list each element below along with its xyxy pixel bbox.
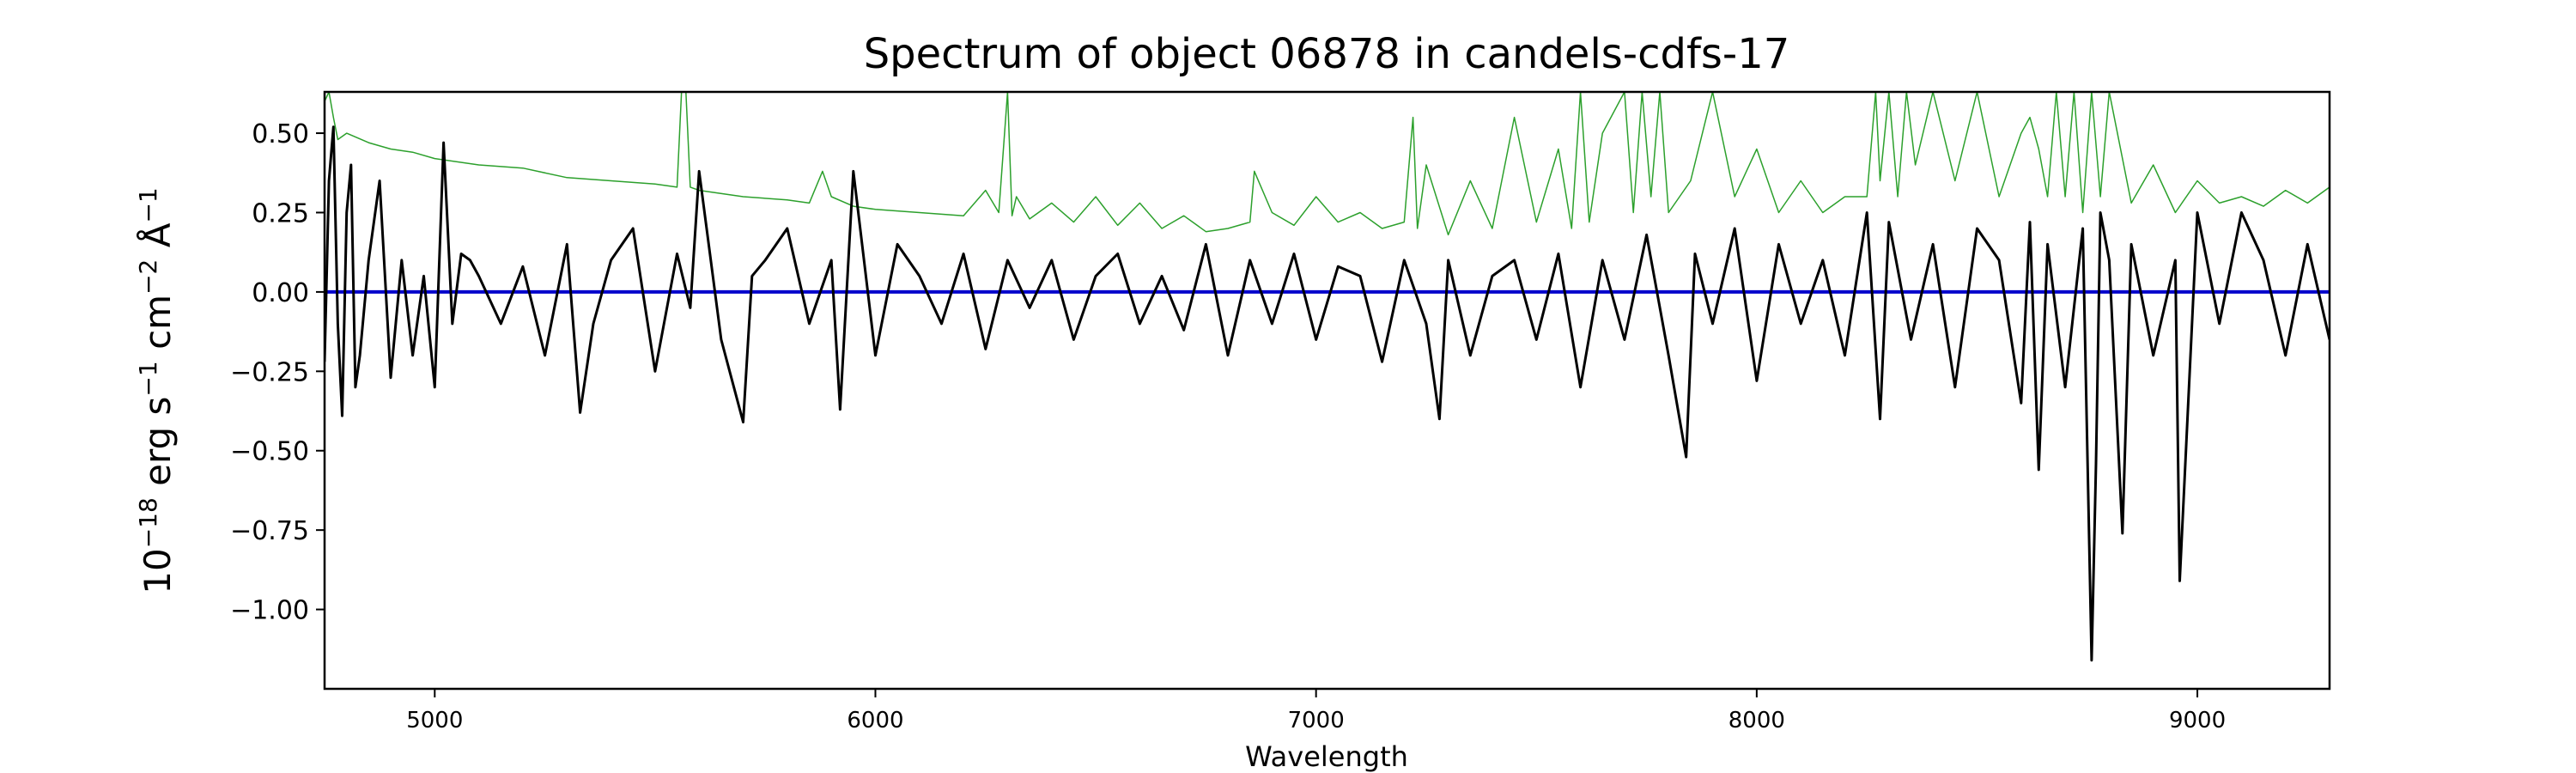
plot-area-frame	[323, 90, 2331, 691]
y-tick-label: 0.25	[252, 198, 309, 228]
y-tick-label: −1.00	[230, 596, 309, 626]
chart-title: Spectrum of object 06878 in candels-cdfs…	[864, 30, 1790, 78]
x-tick-label: 9000	[2169, 708, 2226, 733]
y-tick-label: −0.25	[230, 357, 309, 387]
x-tick-label: 7000	[1288, 708, 1345, 733]
y-tick-label: −0.75	[230, 516, 309, 546]
series-line-error	[325, 92, 2330, 236]
x-tick-label: 8000	[1728, 708, 1785, 733]
y-tick-label: 0.00	[252, 278, 309, 308]
x-tick-label: 6000	[847, 708, 903, 733]
x-tick-label: 5000	[406, 708, 463, 733]
y-axis-label: 10−18 erg s−1 cm−2 Å−1	[134, 187, 179, 593]
y-tick-label: 0.50	[252, 119, 309, 149]
series-line-flux	[325, 125, 2330, 662]
x-axis-label: Wavelength	[1245, 740, 1408, 773]
y-tick-label: −0.50	[230, 437, 309, 467]
